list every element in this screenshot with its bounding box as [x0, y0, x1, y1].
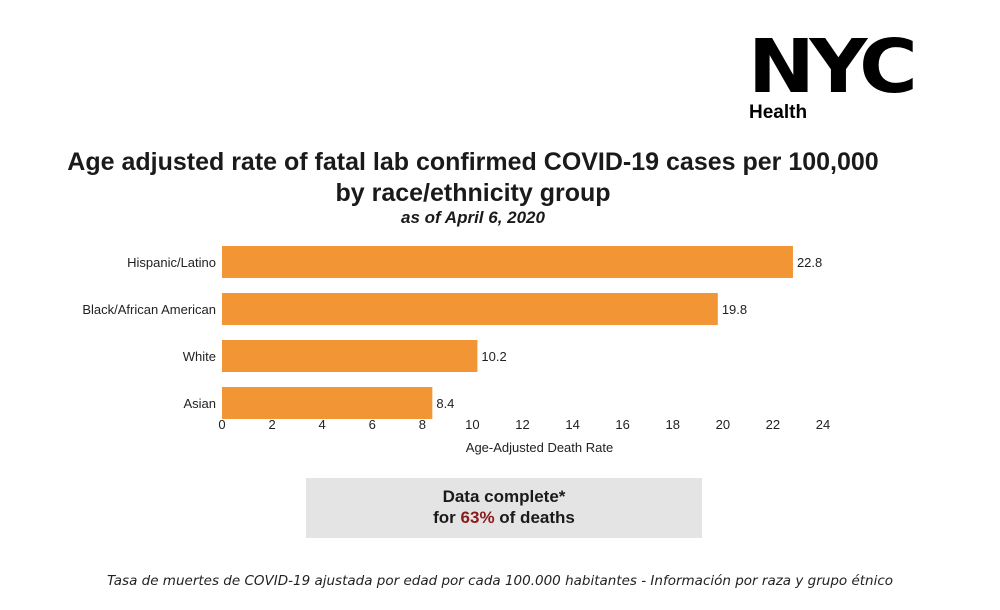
category-label: White — [183, 349, 216, 364]
x-tick-label: 24 — [816, 417, 830, 432]
chart-title: Age adjusted rate of fatal lab confirmed… — [67, 148, 879, 207]
x-tick-label: 18 — [666, 417, 680, 432]
bar — [222, 387, 433, 419]
value-label: 19.8 — [722, 302, 747, 317]
nyc-health-logo: NYC Health — [748, 24, 943, 124]
category-label: Asian — [183, 396, 216, 411]
x-tick-label: 16 — [615, 417, 629, 432]
category-label: Hispanic/Latino — [127, 255, 216, 270]
x-tick-label: 8 — [419, 417, 426, 432]
category-label: Black/African American — [82, 302, 216, 317]
logo-mark: NYC — [748, 24, 918, 110]
value-label: 8.4 — [436, 396, 454, 411]
note-percentage: 63% — [460, 508, 495, 527]
image-caption: Tasa de muertes de COVID-19 ajustada por… — [106, 573, 894, 589]
bar — [222, 340, 478, 372]
x-tick-label: 6 — [369, 417, 376, 432]
value-label: 10.2 — [481, 349, 506, 364]
note-line-2: for 63% of deaths — [306, 507, 702, 528]
bar-chart: Hispanic/Latino 22.8 Black/African America… — [82, 246, 830, 455]
note-suffix: of deaths — [494, 508, 575, 527]
bar — [222, 293, 718, 325]
x-tick-label: 0 — [218, 417, 225, 432]
note-line-1: Data complete* — [442, 487, 566, 506]
x-tick-label: 2 — [268, 417, 275, 432]
x-tick-label: 4 — [319, 417, 326, 432]
x-tick-label: 12 — [515, 417, 529, 432]
x-tick-label: 20 — [716, 417, 730, 432]
x-tick-label: 14 — [565, 417, 579, 432]
chart-subtitle: as of April 6, 2020 — [401, 208, 545, 227]
bar — [222, 246, 793, 278]
x-tick-label: 10 — [465, 417, 479, 432]
x-tick-label: 22 — [766, 417, 780, 432]
data-completeness-note: Data complete* for 63% of deaths — [306, 478, 702, 538]
logo-subtext: Health — [749, 102, 808, 123]
note-prefix: for — [433, 508, 461, 527]
x-axis-label: Age-Adjusted Death Rate — [466, 440, 613, 455]
value-label: 22.8 — [797, 255, 822, 270]
